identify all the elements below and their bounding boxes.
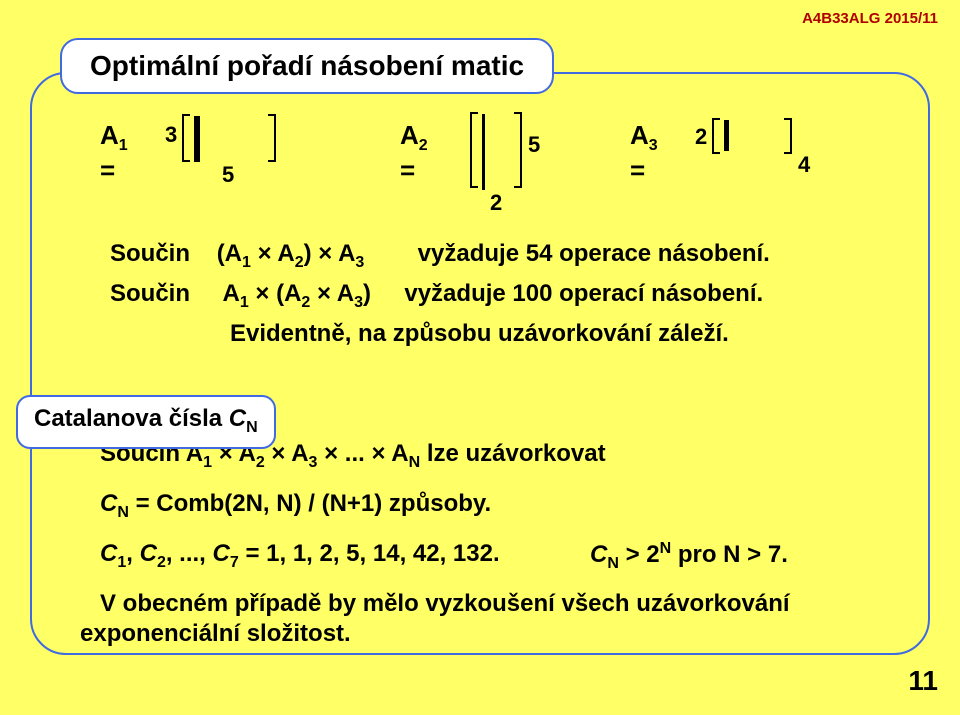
a1-grid [194, 116, 200, 162]
course-tag: A4B33ALG 2015/11 [802, 10, 938, 27]
a3-grid [724, 120, 729, 151]
slide: A4B33ALG 2015/11 Optimální pořadí násobe… [0, 0, 960, 715]
a3-rbracket [784, 118, 792, 154]
line1: Součin (A1 × A2) × A3 vyžaduje 54 operac… [110, 240, 770, 272]
a2-lbracket [470, 112, 478, 188]
a1-col-dim: 5 [222, 162, 234, 188]
line7a: V obecném případě by mělo vyzkoušení vše… [100, 590, 880, 618]
slide-title: Optimální pořadí násobení matic [60, 38, 554, 94]
line3: Evidentně, na způsobu uzávorkování zálež… [230, 320, 729, 348]
a1-row-dim: 3 [165, 122, 177, 148]
a3-lbracket [712, 118, 720, 154]
line6b: CN > 2N pro N > 7. [590, 540, 788, 573]
a2-row-dim: 5 [528, 132, 540, 158]
a2-rbracket [514, 112, 522, 188]
a1-lbracket [182, 114, 190, 162]
a2-grid [482, 114, 485, 190]
a3-col-dim: 4 [798, 152, 810, 178]
a2-col-dim: 2 [490, 190, 502, 216]
a1-rbracket [268, 114, 276, 162]
a2-label: A2 [400, 120, 428, 150]
a1-label: A1 [100, 120, 128, 150]
line7b: exponenciální složitost. [80, 620, 351, 648]
line6a: C1, C2, ..., C7 = 1, 1, 2, 5, 14, 42, 13… [100, 540, 500, 572]
page-number: 11 [908, 665, 938, 697]
a3-row-dim: 2 [695, 124, 707, 150]
matrix-row: A1 = 3 5 A2 = 5 2 A3 = 2 [70, 110, 890, 220]
a3-label: A3 [630, 120, 658, 150]
line2: Součin A1 × (A2 × A3) vyžaduje 100 opera… [110, 280, 763, 312]
line5: CN = Comb(2N, N) / (N+1) způsoby. [100, 490, 491, 522]
catalan-badge: Catalanova čísla CN [16, 395, 276, 449]
